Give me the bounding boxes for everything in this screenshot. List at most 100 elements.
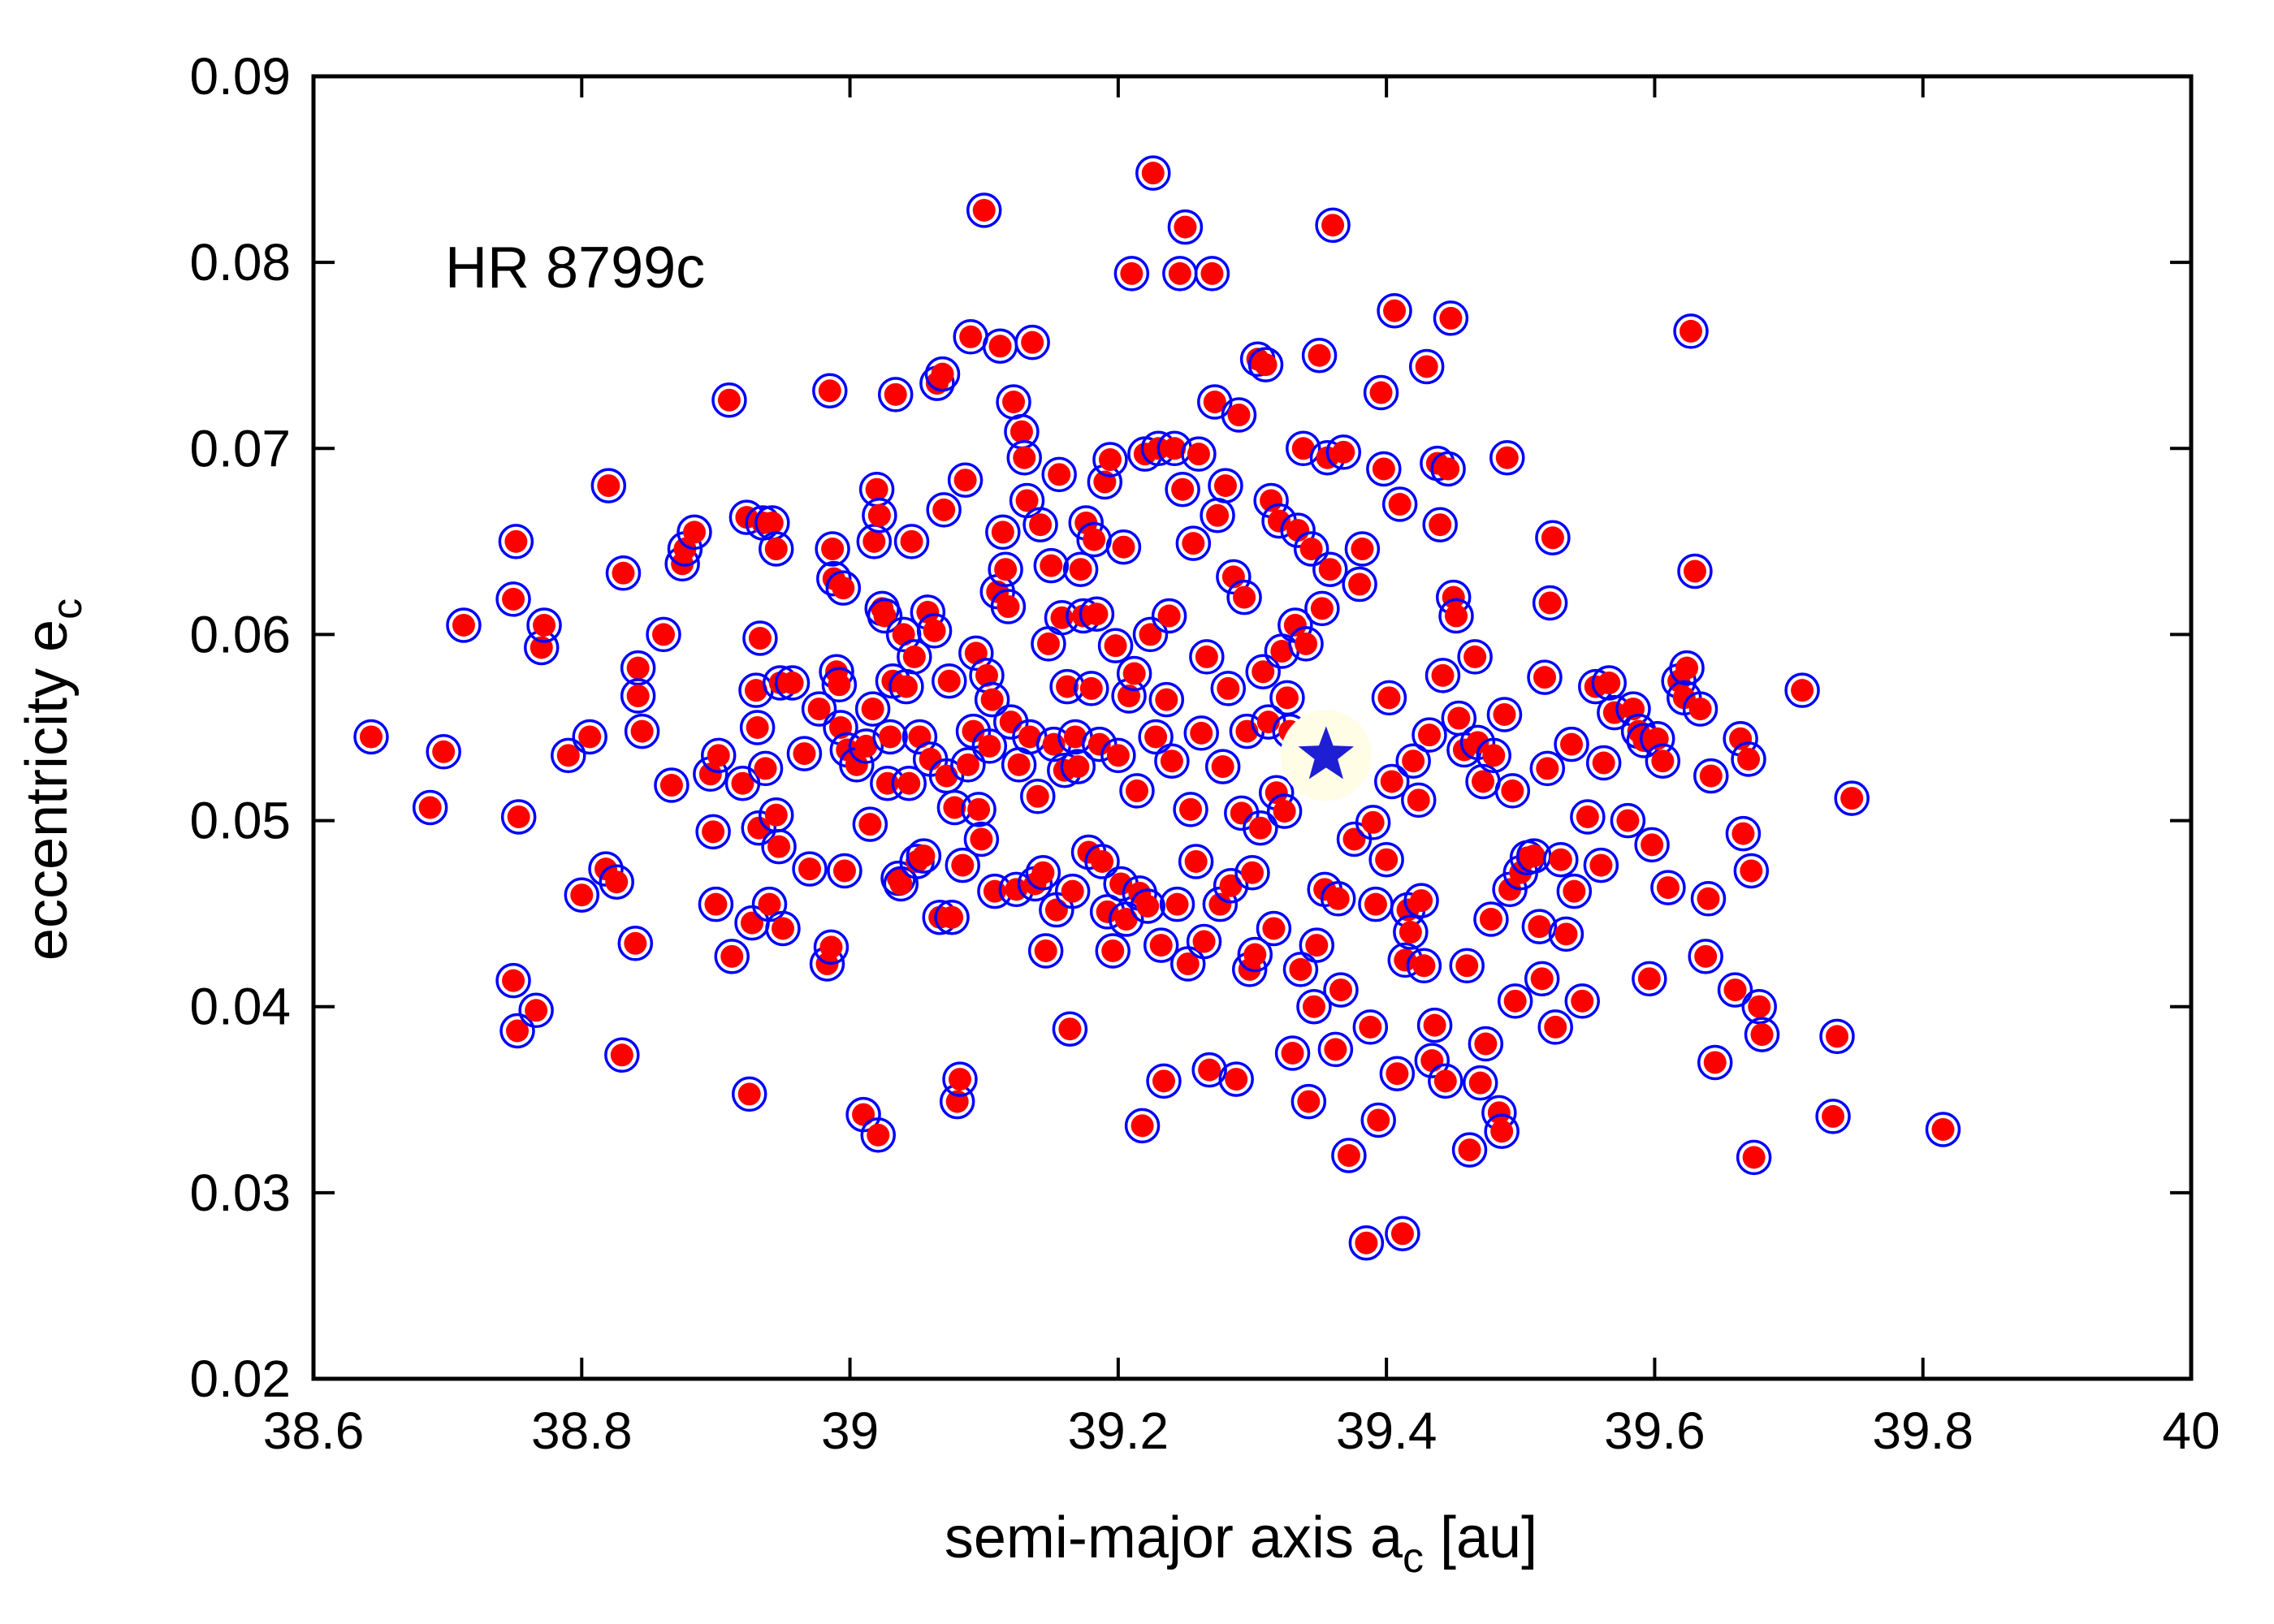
data-point — [969, 658, 1005, 693]
data-point — [792, 851, 828, 887]
data-point — [1348, 1224, 1385, 1261]
data-point — [877, 377, 914, 412]
data-point — [1373, 763, 1410, 800]
data-point — [1057, 719, 1093, 755]
data-point — [1451, 1132, 1488, 1168]
data-point — [1124, 1108, 1161, 1144]
data-point — [982, 328, 1018, 365]
data-point — [950, 747, 986, 783]
data-point — [1116, 655, 1152, 692]
data-point — [988, 551, 1023, 587]
x-axis-title-main: semi-major axis a — [945, 1505, 1403, 1570]
data-point — [1433, 300, 1469, 336]
data-point — [1052, 1011, 1088, 1047]
data-point — [353, 719, 389, 755]
data-point — [1358, 886, 1394, 922]
data-point — [1556, 873, 1593, 909]
data-point — [1688, 939, 1723, 974]
data-point — [1403, 883, 1439, 918]
data-point — [825, 570, 862, 606]
data-point — [942, 1061, 978, 1097]
data-point — [1497, 983, 1533, 1019]
data-point — [953, 319, 988, 355]
data-point — [446, 607, 482, 643]
data-point — [698, 886, 734, 922]
data-point — [945, 847, 981, 883]
data-point — [1173, 792, 1208, 827]
data-point — [888, 668, 924, 705]
x-axis-title-sub: c — [1403, 1535, 1424, 1582]
data-point — [854, 691, 891, 727]
data-point — [1744, 1017, 1780, 1052]
data-point — [1819, 1018, 1855, 1055]
data-point — [1583, 847, 1619, 883]
data-point — [1834, 780, 1870, 816]
data-point — [827, 853, 862, 889]
data-point — [891, 765, 927, 801]
data-point — [1194, 256, 1230, 292]
data-point — [1355, 805, 1391, 840]
data-point — [564, 877, 600, 913]
x-tick-label: 39 — [821, 1402, 879, 1460]
data-point — [1159, 886, 1195, 922]
data-point — [1449, 948, 1485, 984]
data-point — [821, 667, 858, 703]
data-point — [1012, 719, 1048, 755]
data-point — [1132, 616, 1169, 653]
data-point — [961, 792, 996, 827]
data-point — [1564, 983, 1601, 1019]
data-point — [605, 555, 642, 591]
data-point — [1315, 207, 1351, 244]
data-point — [1097, 628, 1134, 663]
data-point — [646, 616, 681, 653]
data-point — [604, 1037, 640, 1073]
x-tick-label: 38.6 — [263, 1402, 365, 1460]
data-point — [932, 663, 967, 699]
data-point — [1393, 914, 1429, 950]
data-point — [761, 828, 797, 865]
data-point — [1009, 482, 1045, 519]
data-point — [1412, 717, 1447, 753]
data-point — [1323, 972, 1359, 1008]
data-point — [1025, 854, 1061, 891]
data-point — [1113, 256, 1150, 292]
data-point — [1465, 763, 1501, 800]
data-point — [1041, 456, 1077, 493]
data-point — [1165, 471, 1200, 508]
data-point — [934, 899, 970, 935]
data-point — [1210, 671, 1247, 706]
data-point — [1060, 749, 1096, 784]
data-point — [1677, 553, 1713, 590]
data-point — [1181, 436, 1217, 472]
data-point — [1368, 841, 1404, 878]
data-point — [1645, 743, 1681, 779]
data-point — [654, 767, 690, 803]
data-point — [916, 613, 953, 649]
data-point — [1095, 933, 1131, 969]
data-point — [1416, 1007, 1453, 1043]
data-point — [1632, 961, 1667, 997]
data-point — [499, 1013, 535, 1049]
x-tick-label: 40 — [2162, 1402, 2220, 1460]
y-tick-label: 0.08 — [189, 233, 291, 292]
data-point — [518, 992, 554, 1029]
data-point — [1282, 952, 1319, 987]
data-point — [617, 926, 654, 961]
data-point — [985, 514, 1021, 551]
data-points — [353, 155, 1961, 1261]
data-point — [1197, 384, 1233, 420]
data-point — [1366, 451, 1402, 487]
data-point — [906, 838, 942, 874]
data-point — [1548, 916, 1584, 952]
data-point — [893, 524, 930, 559]
data-point — [774, 665, 811, 701]
data-point — [1074, 671, 1109, 706]
data-point — [1925, 1112, 1961, 1147]
data-point — [1690, 881, 1727, 917]
x-tick-label: 39.6 — [1604, 1402, 1706, 1460]
data-point — [1381, 486, 1418, 522]
data-point — [1377, 292, 1412, 329]
data-point — [526, 607, 562, 643]
data-point — [1462, 1065, 1498, 1101]
data-point — [1784, 672, 1820, 708]
